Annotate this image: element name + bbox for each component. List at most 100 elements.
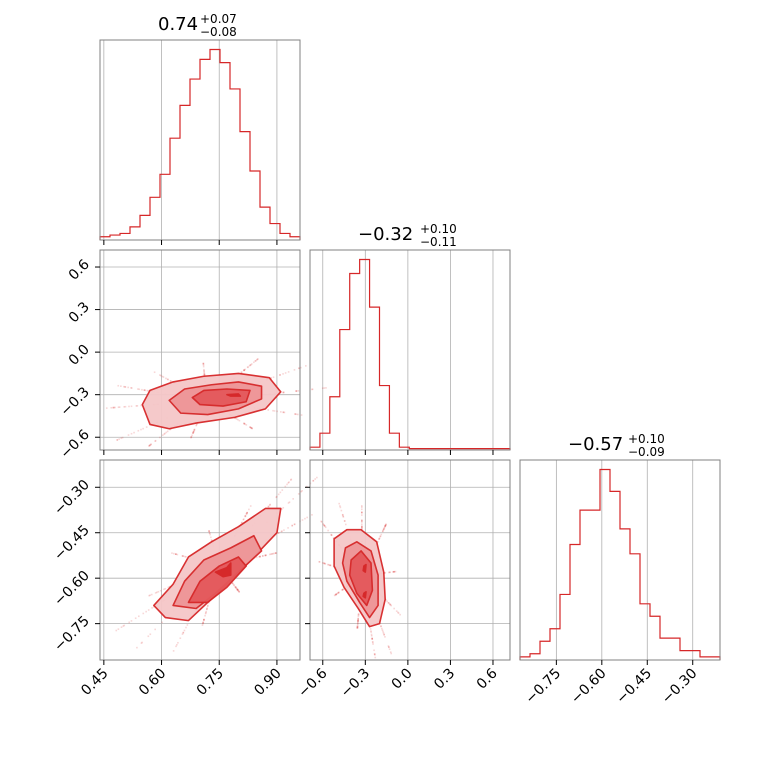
contour-p0-p1-sample-239 [112,406,115,409]
panel-p1-p2-xtick-label-1: −0.3 [338,666,373,701]
contour-p0-p1-sample-18 [191,434,193,437]
contour-p1-p2-sample-27 [361,511,363,514]
contour-p0-p2-sample-163 [258,555,261,558]
contour-p0-p1-sample-59 [192,432,194,434]
contour-p0-p1-sample-128 [300,414,303,416]
contour-p0-p2-sample-92 [281,530,283,533]
contour-p1-p2-sample-82 [329,564,332,567]
contour-p0-p2-sample-85 [208,530,210,532]
contour-p0-p1-sample-120 [144,389,146,392]
contour-p1-p2-sample-110 [357,620,359,623]
contour-p0-p2-sample-128 [275,495,278,498]
contour-p0-p2-sample-36 [182,631,185,634]
contour-p0-p1-sample-201 [202,365,205,368]
contour-p0-p1-sample-178 [246,366,249,369]
contour-p1-p2-sample-19 [389,603,392,606]
contour-p0-p2-sample-150 [237,589,240,592]
contour-p1-p2-sample-165 [381,627,383,630]
contour-p0-p2-sample-213 [115,629,118,632]
contour-p0-p2-sample-140 [312,479,315,482]
contour-p0-p2-sample-87 [246,512,248,514]
contour-p1-p2-sample-52 [323,525,326,527]
contour-p0-p1-sample-121 [202,364,205,366]
contour-p0-p1-sample-108 [165,431,168,434]
contour-p0-p2-sample-82 [202,621,205,623]
contour-p0-p1-sample-122 [238,419,241,422]
contour-p0-p2-sample-83 [173,552,175,555]
contour-p0-p2-sample-224 [316,476,318,479]
contour-p0-p2-sample-84 [282,506,285,509]
contour-p0-p2-sample-208 [179,637,182,640]
contour-p0-p1-sample-245 [202,362,205,365]
contour-p0-p1-sample-143 [273,410,276,412]
contour-p0-p1-sample-0 [160,374,162,377]
contour-p0-p1-sample-130 [267,409,270,411]
contour-p0-p2-sample-96 [306,516,308,519]
contour-p0-p1-sample-110 [140,404,143,407]
contour-p0-p2-sample-221 [293,523,296,526]
contour-p0-p2-sample-198 [293,523,296,526]
contour-p0-p1-sample-251 [284,372,287,374]
contour-p1-p2-sample-169 [394,570,397,573]
contour-p0-p2-sample-179 [245,512,248,515]
contour-p0-p2-sample-231 [141,641,143,644]
contour-p1-p2-sample-190 [361,526,363,529]
contour-p0-p1-sample-127 [110,406,113,409]
contour-p0-p1-sample-3 [130,405,133,408]
contour-p0-p1-sample-153 [193,428,196,431]
contour-p1-p2-sample-63 [323,562,325,565]
contour-p0-p2-sample-41 [301,490,303,492]
contour-p1-p2-sample-83 [321,562,324,564]
contour-p0-p1-sample-244 [276,410,278,413]
contour-p1-p2-sample-188 [356,626,359,628]
contour-p1-p2-sample-49 [370,631,372,633]
contour-p0-p1-sample-90 [116,439,119,441]
contour-p1-p2-sample-199 [377,540,379,543]
contour-p1-p2-sample-73 [370,633,373,636]
contour-p0-p1-sample-99 [293,369,296,371]
contour-p1-p2-sample-18 [383,633,385,636]
contour-p0-p1-sample-83 [311,388,314,391]
contour-p0-p1-sample-93 [164,432,166,435]
contour-p0-p2-sample-240 [204,612,207,615]
contour-p1-p2-sample-184 [370,634,373,637]
title-p1-upper: +0.10 [420,222,457,236]
contour-p0-p2-sample-57 [267,505,270,508]
contour-p0-p1-sample-190 [245,424,248,426]
contour-p0-p1-sample-96 [203,369,205,372]
contour-p0-p2-sample-188 [277,532,280,534]
contour-p0-p1-sample-6 [256,358,259,361]
contour-p0-p1-sample-204 [247,366,249,368]
contour-p0-p2-sample-60 [288,481,290,483]
contour-p0-p1-sample-135 [251,427,254,430]
contour-p0-p1-sample-77 [203,368,205,371]
title-p0-lower: −0.08 [200,25,237,39]
contour-p1-p2-sample-171 [323,562,325,565]
contour-p0-p2-sample-195 [203,618,205,621]
contour-p0-p1-sample-247 [325,387,327,389]
contour-p0-p2-sample-106 [236,588,238,590]
contour-p0-p1-sample-203 [244,423,246,425]
contour-p1-p2-sample-20 [330,534,333,536]
panel-p1-p2-xtick-label-2: 0.0 [389,666,416,693]
contour-p0-p1-sample-15 [243,369,245,372]
contour-p1-p2-sample-180 [361,519,363,522]
title-p2-upper: +0.10 [628,432,665,446]
contour-p1-p2-sample-114 [380,533,383,536]
contour-p1-p2-sample-210 [356,623,359,626]
contour-p0-p1-sample-225 [130,432,133,435]
contour-p0-p1-sample-32 [154,440,156,442]
contour-p1-p2-sample-236 [357,619,359,622]
contour-p0-p2-sample-45 [184,555,186,558]
contour-p1-p2-sample-233 [341,588,344,591]
contour-p0-p1-sample-248 [162,376,165,378]
contour-p0-p1-sample-45 [120,385,122,387]
contour-p1-p2-sample-108 [339,506,342,509]
contour-p0-p2-sample-111 [181,633,184,635]
contour-p0-p1-sample-40 [298,367,301,369]
contour-p0-p1-sample-57 [192,430,195,433]
contour-p1-p2-sample-45 [360,505,363,507]
contour-p0-p1-sample-240 [257,358,259,360]
histogram-p1 [309,258,511,450]
contour-p1-p2-sample-112 [356,622,359,625]
